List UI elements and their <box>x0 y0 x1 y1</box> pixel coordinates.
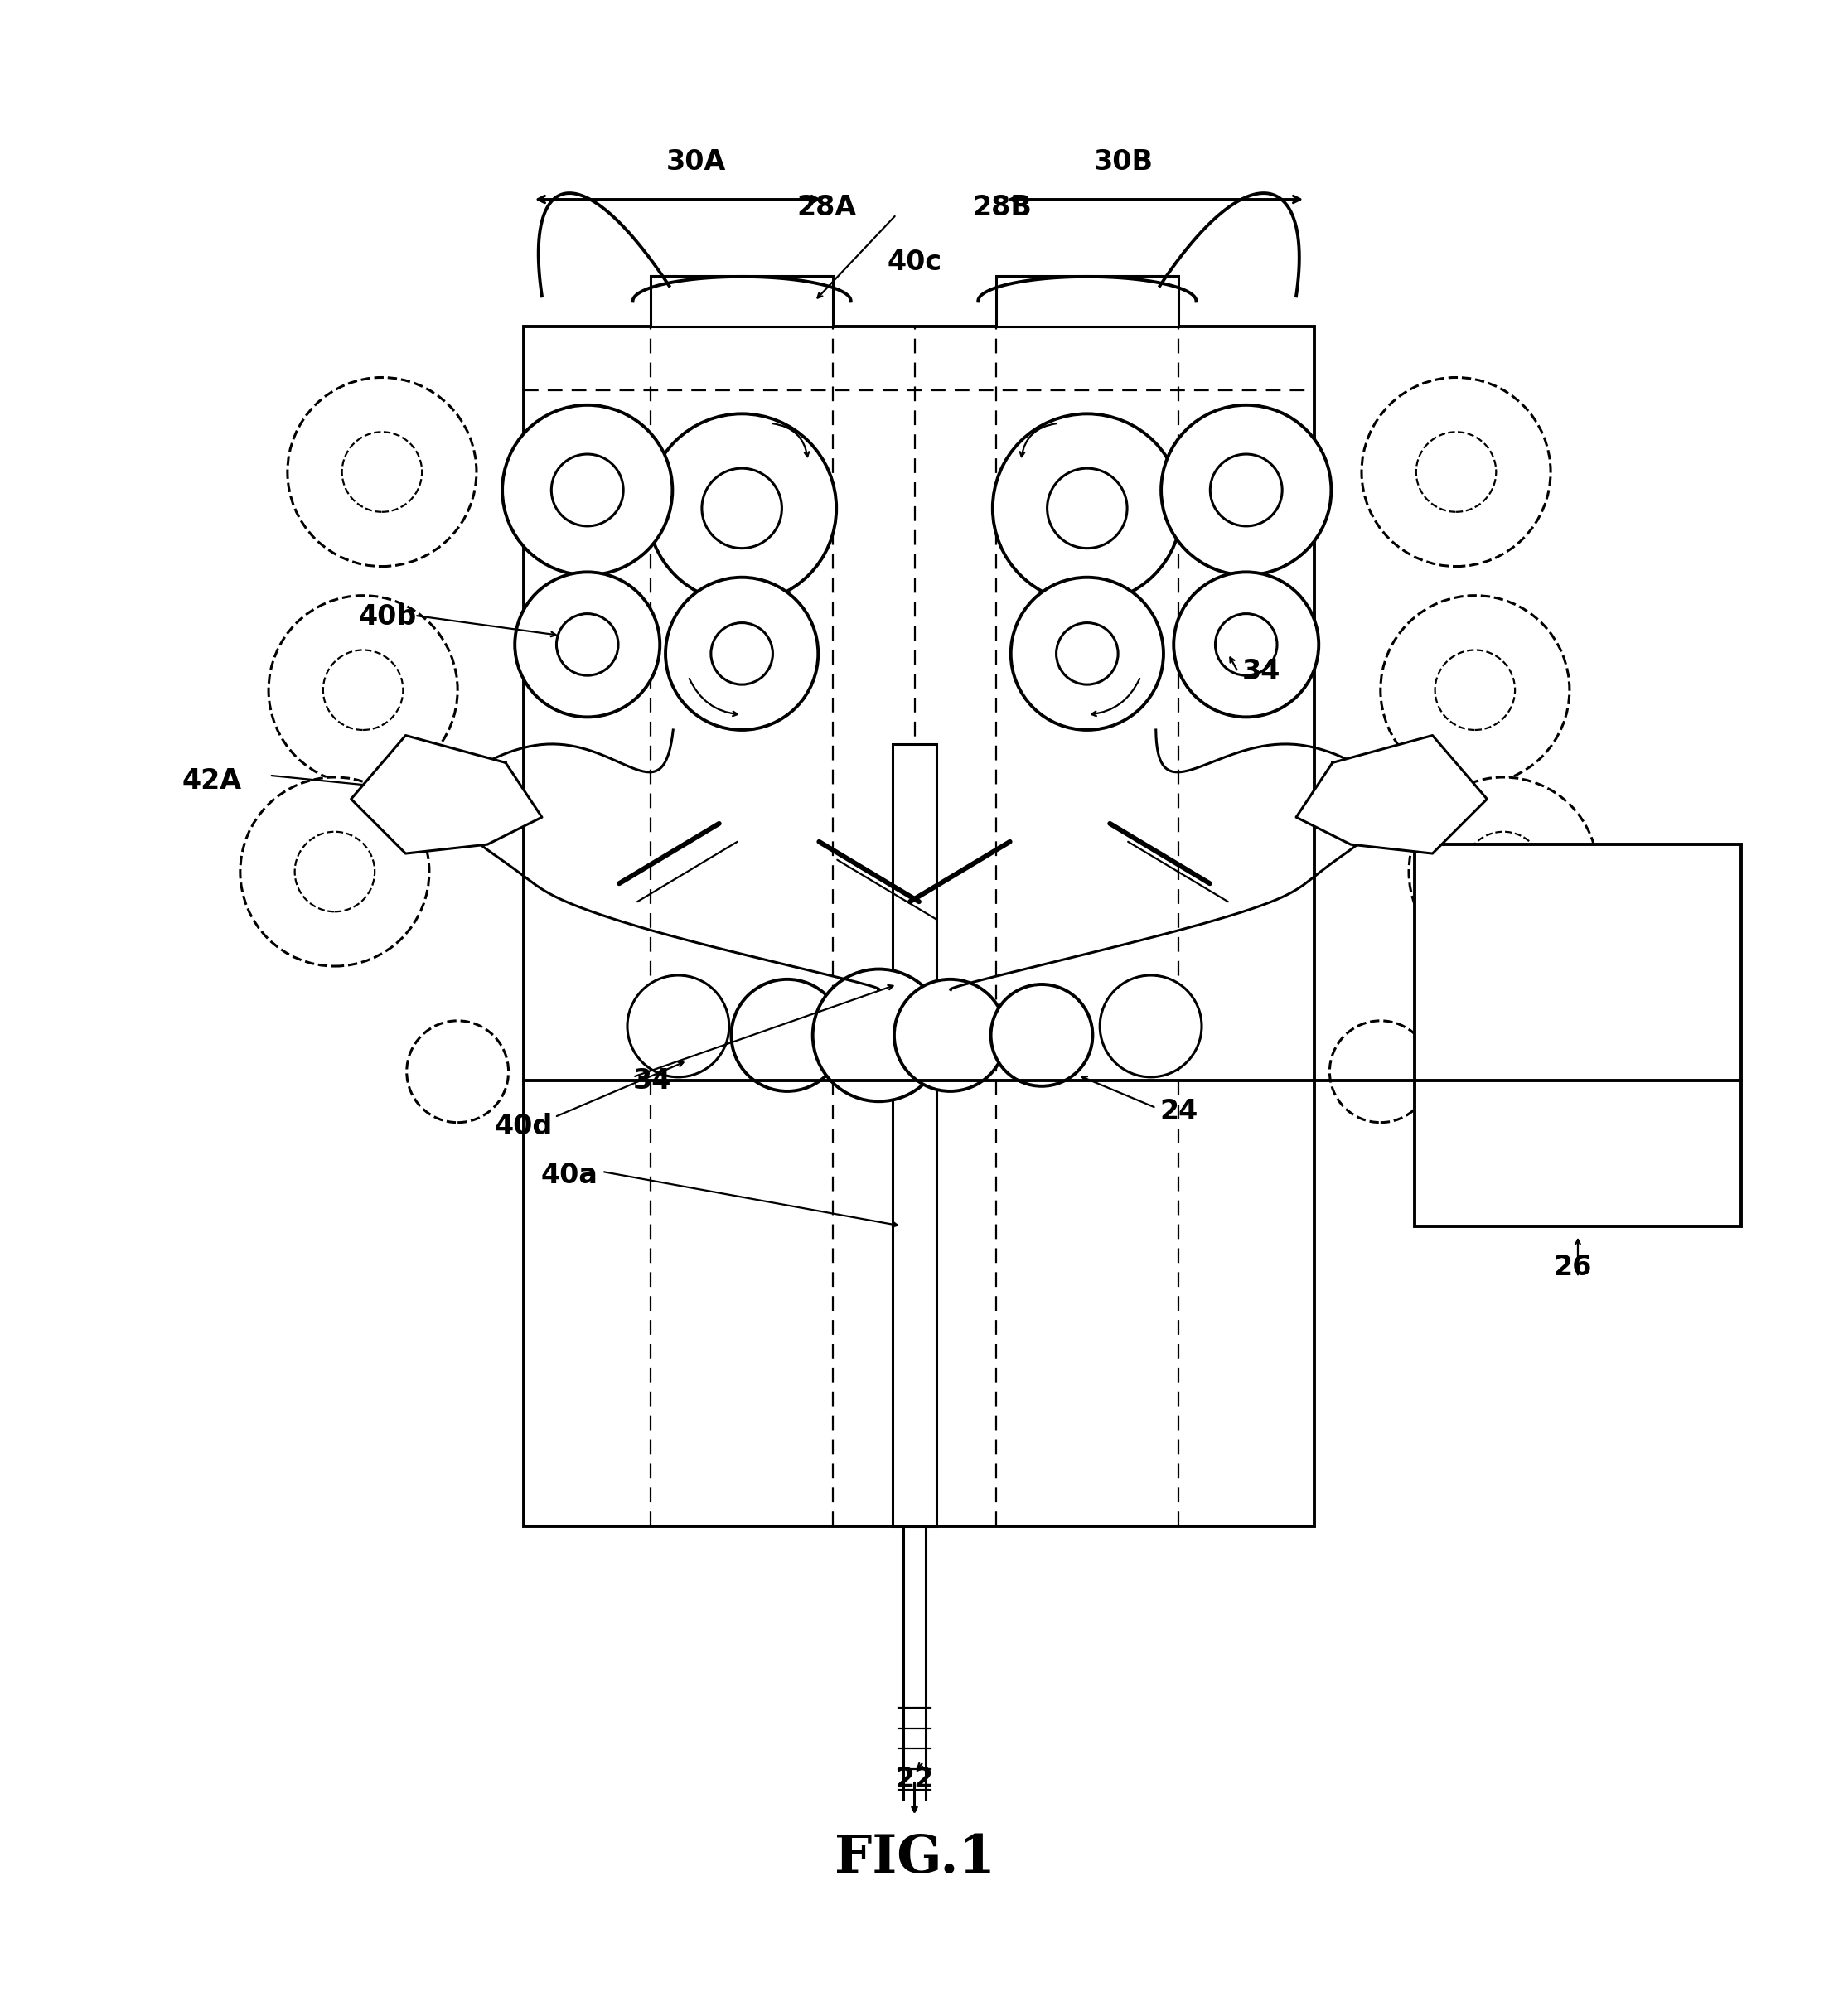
Polygon shape <box>1297 736 1487 853</box>
Circle shape <box>406 1020 508 1123</box>
Circle shape <box>287 377 477 566</box>
Circle shape <box>1011 577 1163 730</box>
Circle shape <box>1463 833 1544 911</box>
Circle shape <box>647 413 836 603</box>
Circle shape <box>1161 405 1332 575</box>
Circle shape <box>1211 454 1282 526</box>
Text: 42B: 42B <box>1377 768 1438 794</box>
Circle shape <box>1361 377 1551 566</box>
Circle shape <box>1174 573 1319 718</box>
Text: 26: 26 <box>1553 1254 1591 1280</box>
Circle shape <box>342 431 422 512</box>
Circle shape <box>666 577 818 730</box>
Circle shape <box>551 454 624 526</box>
Circle shape <box>503 405 673 575</box>
Text: 28A: 28A <box>796 194 856 222</box>
Circle shape <box>269 595 457 784</box>
Circle shape <box>993 413 1182 603</box>
Circle shape <box>514 573 660 718</box>
Text: 40d: 40d <box>494 1113 552 1139</box>
Text: 34: 34 <box>633 1066 671 1095</box>
Circle shape <box>702 468 781 548</box>
Circle shape <box>991 984 1092 1087</box>
Circle shape <box>894 980 1006 1091</box>
Bar <box>651 276 832 327</box>
Text: 28B: 28B <box>973 194 1032 222</box>
Circle shape <box>294 833 375 911</box>
Bar <box>1414 845 1741 1226</box>
Text: 22: 22 <box>896 1766 933 1792</box>
Circle shape <box>1381 595 1569 784</box>
Circle shape <box>1099 976 1202 1077</box>
Text: 24: 24 <box>1160 1099 1198 1125</box>
Text: 40b: 40b <box>358 603 417 631</box>
Circle shape <box>1048 468 1127 548</box>
Circle shape <box>1416 431 1496 512</box>
Circle shape <box>627 976 730 1077</box>
Circle shape <box>1330 1020 1432 1123</box>
Circle shape <box>732 980 843 1091</box>
Circle shape <box>324 649 402 730</box>
Text: 34: 34 <box>1242 657 1280 685</box>
Circle shape <box>711 623 772 685</box>
Text: 30B: 30B <box>1094 149 1154 175</box>
Text: FIG.1: FIG.1 <box>834 1833 995 1883</box>
Polygon shape <box>351 736 541 853</box>
Circle shape <box>240 778 430 966</box>
Text: 40a: 40a <box>541 1161 598 1189</box>
Text: 30A: 30A <box>666 149 726 175</box>
Circle shape <box>1214 613 1277 675</box>
Bar <box>893 744 936 1526</box>
Circle shape <box>1436 649 1514 730</box>
Circle shape <box>812 970 946 1101</box>
Circle shape <box>556 613 618 675</box>
Bar <box>523 327 1315 1526</box>
Text: 42A: 42A <box>183 768 241 794</box>
Text: 40c: 40c <box>887 248 942 276</box>
Circle shape <box>1057 623 1118 685</box>
Bar <box>997 276 1178 327</box>
Circle shape <box>1408 778 1599 966</box>
